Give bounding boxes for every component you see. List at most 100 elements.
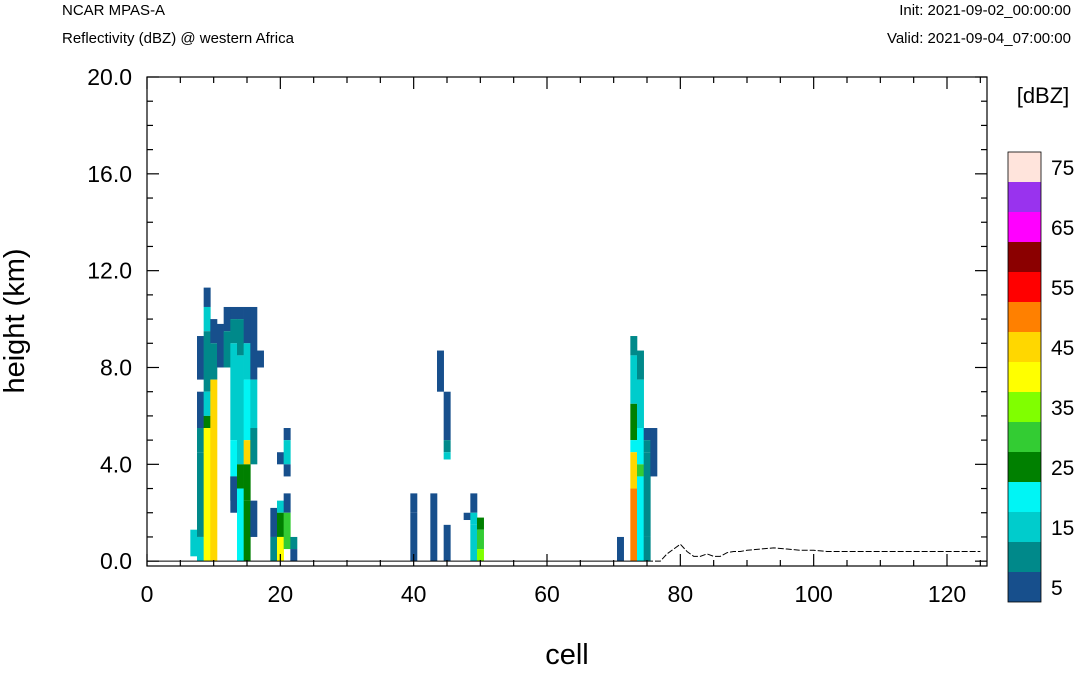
colorbar-label: 75 [1051,157,1074,180]
reflectivity-cell [197,428,204,453]
y-axis-title: height (km) [0,248,31,393]
reflectivity-cell [243,440,251,465]
reflectivity-cell [203,391,211,416]
colorbar [1007,151,1042,603]
reflectivity-cell [283,440,291,465]
reflectivity-cell [197,536,204,562]
reflectivity-cell [470,512,478,525]
valid-time: Valid: 2021-09-04_07:00:00 [886,30,1071,47]
reflectivity-cell [243,343,251,380]
reflectivity-cell [477,529,484,550]
reflectivity-cell [643,440,651,453]
reflectivity-cell [290,549,298,562]
colorbar-label: 25 [1051,457,1074,480]
y-tick-label: 20.0 [87,64,132,90]
reflectivity-cell [283,428,291,441]
reflectivity-cell [283,464,291,477]
reflectivity-cell [410,493,418,513]
reflectivity-cell [277,500,284,513]
reflectivity-cell [443,440,451,453]
reflectivity-cell [237,488,244,562]
colorbar-swatch [1008,272,1041,302]
reflectivity-cell [443,452,451,460]
colorbar-label: 5 [1051,577,1063,600]
colorbar-swatch [1008,422,1041,452]
reflectivity-cell [257,350,264,368]
reflectivity-cell [243,464,251,501]
terrain [147,543,981,562]
reflectivity-cell [650,428,658,477]
reflectivity-cell [643,428,651,441]
y-tick-label: 12.0 [87,258,132,284]
reflectivity-cell [443,524,451,562]
reflectivity-cell [243,500,251,562]
reflectivity-cell [637,464,644,477]
y-tick-label: 16.0 [87,161,132,187]
reflectivity-cell [250,500,258,537]
colorbar-swatch [1008,452,1041,482]
reflectivity-cell [277,536,284,562]
reflectivity-cell [210,319,218,344]
reflectivity-cell [410,512,418,562]
reflectivity-cell [223,306,231,332]
x-tick-label: 80 [668,581,694,607]
reflectivity-cell [243,379,251,441]
reflectivity-cell [283,493,291,513]
x-tick-label: 0 [141,581,154,607]
y-tick-labels: 0.0 4.0 8.0 12.0 16.0 20.0 [87,64,132,574]
reflectivity-cell [203,331,211,368]
reflectivity-cell [250,306,258,380]
colorbar-swatch [1008,512,1041,542]
reflectivity-cell [237,464,244,489]
reflectivity-cell [203,367,211,392]
reflectivity-cell [230,306,238,320]
reflectivity-cell [430,493,438,562]
reflectivity-cell [230,440,238,477]
reflectivity-cell [270,536,278,562]
colorbar-label: 45 [1051,337,1074,360]
colorbar-label: 15 [1051,517,1074,540]
reflectivity-cell [203,306,211,332]
x-tick-label: 40 [401,581,427,607]
plot-subtitle: Reflectivity (dBZ) @ western Africa [62,30,294,47]
reflectivity-cell [250,379,258,429]
reflectivity-cell [477,549,484,562]
reflectivity-cell [477,517,484,530]
reflectivity-cell [210,379,218,562]
reflectivity-cell [203,415,211,429]
reflectivity-cell [210,343,218,380]
colorbar-swatch [1008,542,1041,572]
reflectivity-cell [230,343,238,441]
reflectivity-cell [630,336,638,356]
reflectivity-cell [463,512,471,521]
reflectivity-cell [217,323,224,368]
colorbar-swatch [1008,362,1041,392]
reflectivity-cell [630,488,638,562]
reflectivity-cell [643,536,651,562]
reflectivity-cell [270,507,278,537]
reflectivity-cell [223,331,231,368]
colorbar-swatch [1008,152,1041,182]
init-time: Init: 2021-09-02_00:00:00 [899,2,1071,19]
reflectivity-cell [470,493,478,513]
reflectivity-cell [630,452,638,489]
colorbar-label: 65 [1051,217,1074,240]
reflectivity-cells [190,287,658,562]
reflectivity-cell [243,306,251,344]
y-tick-label: 0.0 [100,548,132,574]
colorbar-swatch [1008,302,1041,332]
reflectivity-cell [197,336,204,380]
reflectivity-cell [617,536,624,562]
reflectivity-cell [630,440,638,453]
x-tick-label: 20 [268,581,294,607]
reflectivity-cell [250,428,258,465]
colorbar-label: 55 [1051,277,1074,300]
axis-ticks [146,76,987,566]
reflectivity-cell [190,529,198,557]
colorbar-swatch [1008,392,1041,422]
x-tick-label: 120 [928,581,966,607]
y-tick-label: 4.0 [100,451,132,477]
reflectivity-cell [203,287,211,307]
reflectivity-cell [643,452,651,537]
